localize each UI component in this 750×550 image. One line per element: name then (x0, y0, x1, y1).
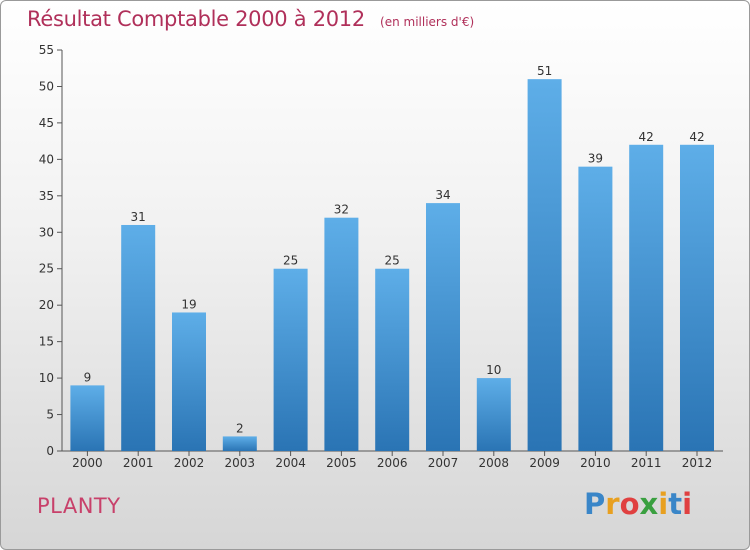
y-tick-label: 25 (39, 262, 54, 276)
value-label-2010: 39 (588, 152, 603, 166)
value-label-2007: 34 (435, 188, 450, 202)
y-tick-label: 55 (39, 43, 54, 57)
chart-title: Résultat Comptable 2000 à 2012 (27, 7, 365, 31)
value-label-2003: 2 (236, 421, 244, 435)
bar-2005 (324, 217, 359, 451)
bar-2003 (222, 436, 257, 451)
logo-letter: t (668, 487, 683, 521)
x-tick-label-2002: 2002 (174, 456, 205, 470)
bar-2011 (629, 144, 664, 452)
y-tick-label: 15 (39, 335, 54, 349)
logo-letter: i (682, 487, 693, 521)
logo-letter: i (658, 487, 669, 521)
bar-2007 (426, 203, 460, 451)
value-label-2008: 10 (486, 363, 501, 377)
x-tick-label-2012: 2012 (682, 456, 713, 470)
x-tick-label-2000: 2000 (72, 456, 103, 470)
y-tick-label: 0 (46, 444, 54, 458)
bar-2012 (680, 144, 714, 452)
bar-2010 (578, 166, 613, 451)
logo-letter: x (639, 487, 659, 521)
axes: 0 5 10 15 20 25 30 35 40 45 50 55 (39, 43, 723, 458)
bar-2004 (273, 268, 308, 451)
value-label-2009: 51 (537, 64, 552, 78)
value-label-2005: 32 (334, 203, 349, 217)
y-tick-label: 40 (39, 152, 54, 166)
logo-letter: r (605, 487, 620, 521)
x-tick-label-2001: 2001 (123, 456, 154, 470)
logo-letter: o (619, 487, 640, 521)
x-tick-label-2009: 2009 (529, 456, 560, 470)
value-label-2004: 25 (283, 254, 298, 268)
y-tick-label: 45 (39, 116, 54, 130)
y-tick-label: 5 (46, 408, 54, 422)
value-label-2011: 42 (639, 130, 654, 144)
value-label-2001: 31 (131, 210, 146, 224)
y-tick-label: 20 (39, 298, 54, 312)
value-label-2012: 42 (689, 130, 704, 144)
x-tick-label-2006: 2006 (377, 456, 408, 470)
logo-letter: P (584, 487, 606, 521)
commune-name: PLANTY (37, 494, 121, 518)
value-label-2006: 25 (385, 254, 400, 268)
value-label-2000: 9 (84, 370, 92, 384)
y-tick-label: 50 (39, 79, 54, 93)
title-row: Résultat Comptable 2000 à 2012 (en milli… (27, 7, 474, 31)
x-tick-label-2005: 2005 (326, 456, 357, 470)
x-tick-label-2011: 2011 (631, 456, 662, 470)
proxiti-logo: Proxiti (584, 487, 692, 521)
y-tick-label: 35 (39, 189, 54, 203)
value-label-2002: 19 (181, 297, 196, 311)
x-tick-label-2003: 2003 (225, 456, 256, 470)
y-tick-label: 30 (39, 225, 54, 239)
x-tick-label-2004: 2004 (275, 456, 306, 470)
x-tick-label-2007: 2007 (428, 456, 459, 470)
bar-2008 (476, 378, 511, 451)
bar-2000 (70, 385, 105, 451)
bar-2001 (121, 224, 156, 451)
bar-2002 (172, 312, 206, 451)
x-tick-label-2010: 2010 (580, 456, 611, 470)
bar-2006 (375, 268, 410, 451)
bar-2009 (527, 79, 562, 451)
chart-unit: (en milliers d'€) (380, 15, 475, 29)
bars-group (70, 79, 714, 452)
x-tick-label-2008: 2008 (479, 456, 510, 470)
labels-group: 9 2000 31 2001 19 2002 2 2003 25 2004 32 2005 25 2006… (72, 64, 712, 470)
y-tick-label: 10 (39, 371, 54, 385)
